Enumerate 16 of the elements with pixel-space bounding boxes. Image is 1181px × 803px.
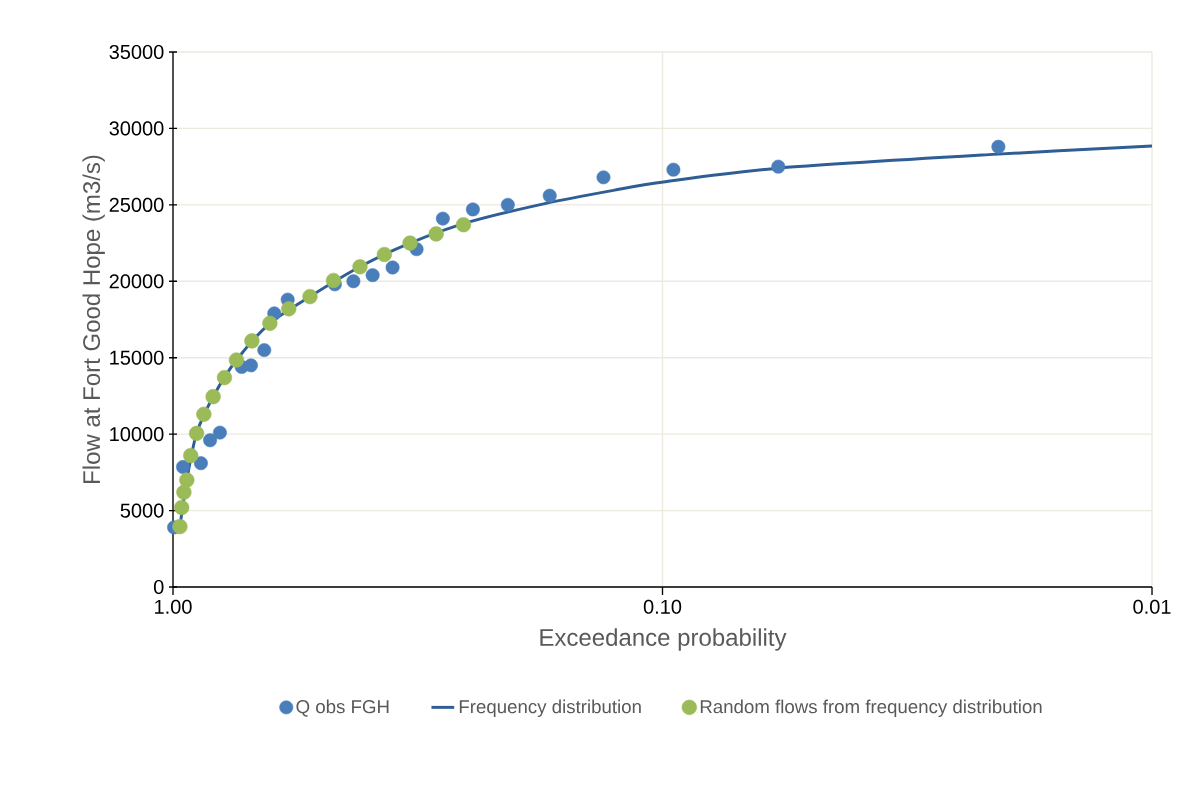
legend-label: Frequency distribution — [459, 699, 641, 717]
y-tick-label: 30000 — [109, 121, 164, 136]
x-tick-label: 1.00 — [155, 599, 192, 614]
y-tick-label: 25000 — [109, 197, 164, 212]
legend-label: Random flows from frequency distribution — [700, 699, 1042, 717]
x-tick-label: 0.01 — [1133, 599, 1171, 614]
y-tick-label: 15000 — [110, 350, 164, 365]
x-axis-title: Exceedance probability — [540, 628, 787, 651]
y-tick-label: 0 — [153, 579, 164, 595]
y-axis-title: Flow at Fort Good Hope (m3/s) — [82, 155, 105, 483]
y-tick-label: 5000 — [120, 503, 164, 518]
y-tick-label: 10000 — [110, 427, 164, 442]
legend-label: Q obs FGH — [296, 699, 389, 717]
y-tick-label: 20000 — [109, 274, 164, 289]
y-tick-label: 35000 — [109, 44, 164, 60]
x-tick-label: 0.10 — [643, 599, 682, 614]
